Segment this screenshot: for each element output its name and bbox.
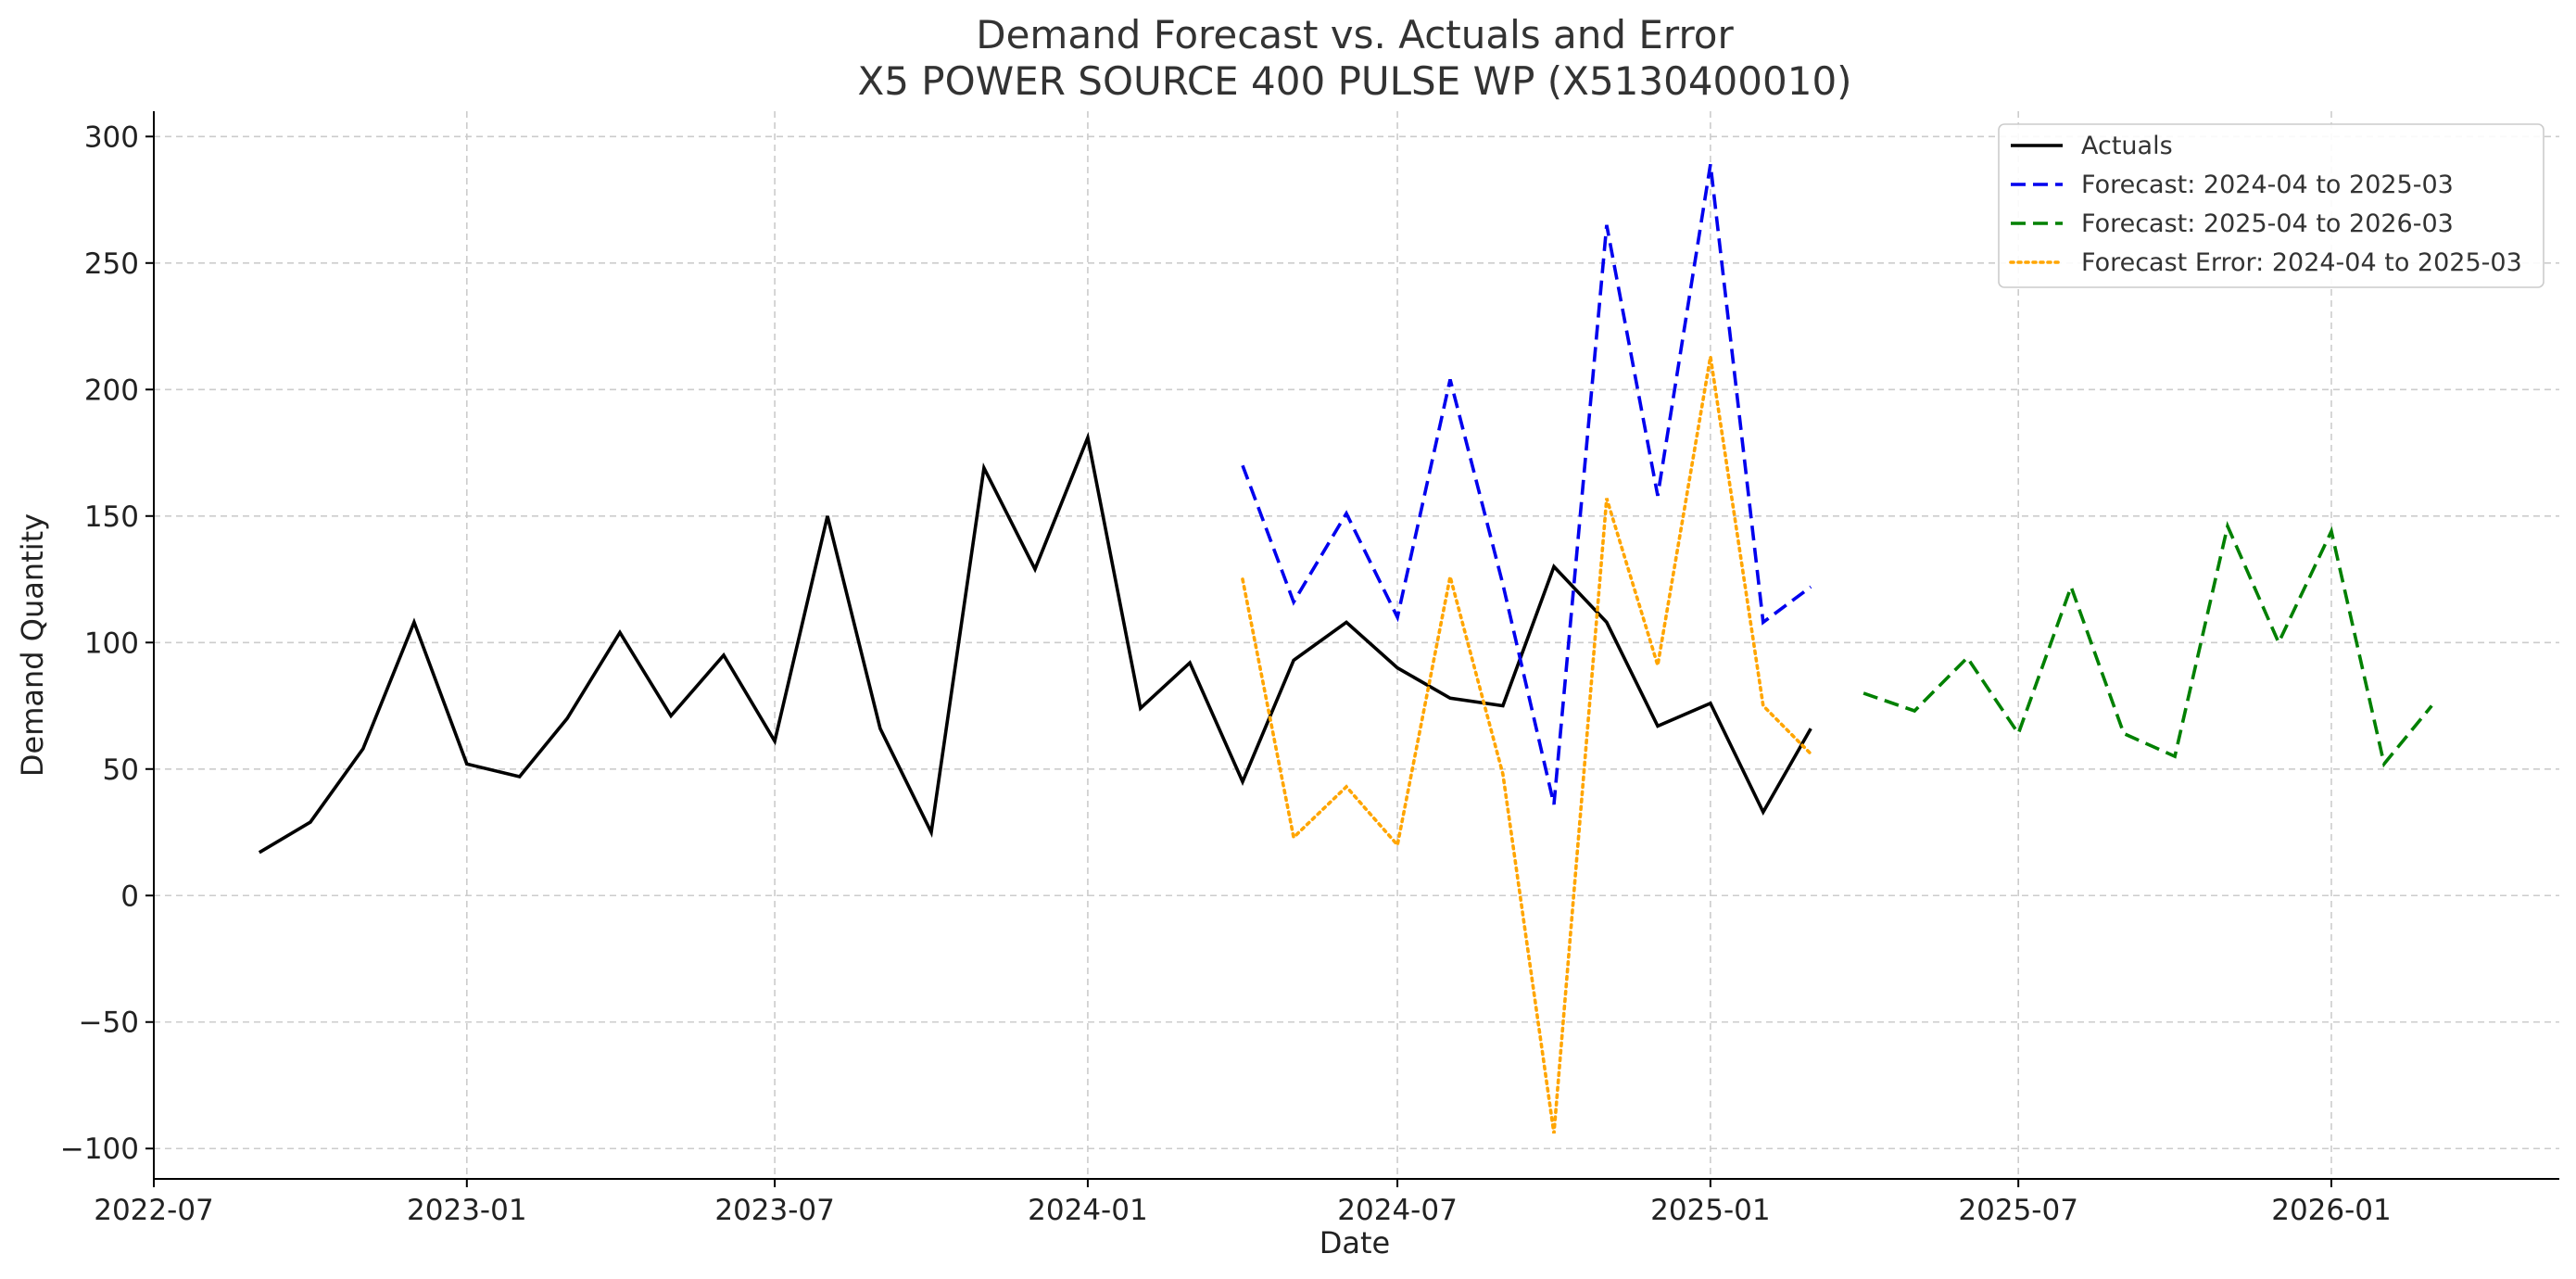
x-tick-label: 2024-07: [1337, 1194, 1458, 1227]
x-tick-label: 2022-07: [94, 1194, 214, 1227]
series-group: [258, 164, 2433, 1134]
y-tick-label: 0: [120, 880, 139, 913]
series-line-0: [258, 431, 1812, 855]
x-tick-label: 2026-01: [2271, 1194, 2392, 1227]
x-tick-label: 2025-07: [1958, 1194, 2078, 1227]
x-axis-ticks: 2022-07 2023-01 2023-07 2024-01 2024-07 2025-…: [94, 1179, 2392, 1227]
x-tick-label: 2023-07: [714, 1194, 835, 1227]
y-tick-label: 50: [103, 753, 139, 787]
legend: Actuals Forecast: 2024-04 to 2025-03 Forec…: [1998, 123, 2544, 288]
series-line-3: [1241, 356, 1812, 1134]
legend-entry-label: Forecast: 2025-04 to 2026-03: [2081, 209, 2454, 238]
legend-box: [1998, 123, 2544, 288]
y-axis-label: Demand Quantity: [15, 513, 50, 777]
series-line-1: [1241, 164, 1812, 805]
legend-entry-label: Forecast Error: 2024-04 to 2025-03: [2081, 248, 2522, 277]
chart-title: Demand Forecast vs. Actuals and Error: [976, 12, 1734, 57]
legend-items: Actuals Forecast: 2024-04 to 2025-03 Forec…: [2009, 132, 2522, 277]
chart-subtitle: X5 POWER SOURCE 400 PULSE WP (X513040001…: [857, 58, 1851, 104]
x-tick-label: 2023-01: [407, 1194, 527, 1227]
y-tick-label: −50: [79, 1007, 139, 1040]
y-tick-label: 300: [84, 120, 139, 154]
y-tick-label: −100: [60, 1133, 139, 1166]
y-tick-label: 200: [84, 374, 139, 407]
x-tick-label: 2025-01: [1650, 1194, 1771, 1227]
legend-entry-label: Actuals: [2081, 132, 2173, 160]
y-tick-label: 250: [84, 247, 139, 281]
series-line-2: [1863, 520, 2433, 768]
legend-entry-label: Forecast: 2024-04 to 2025-03: [2081, 171, 2454, 199]
x-tick-label: 2024-01: [1028, 1194, 1148, 1227]
y-tick-label: 150: [84, 500, 139, 534]
y-tick-label: 100: [84, 627, 139, 660]
x-axis-label: Date: [1320, 1225, 1390, 1260]
y-axis-ticks: 300 250 200 150 100 50 0 −50 −100: [60, 120, 154, 1166]
